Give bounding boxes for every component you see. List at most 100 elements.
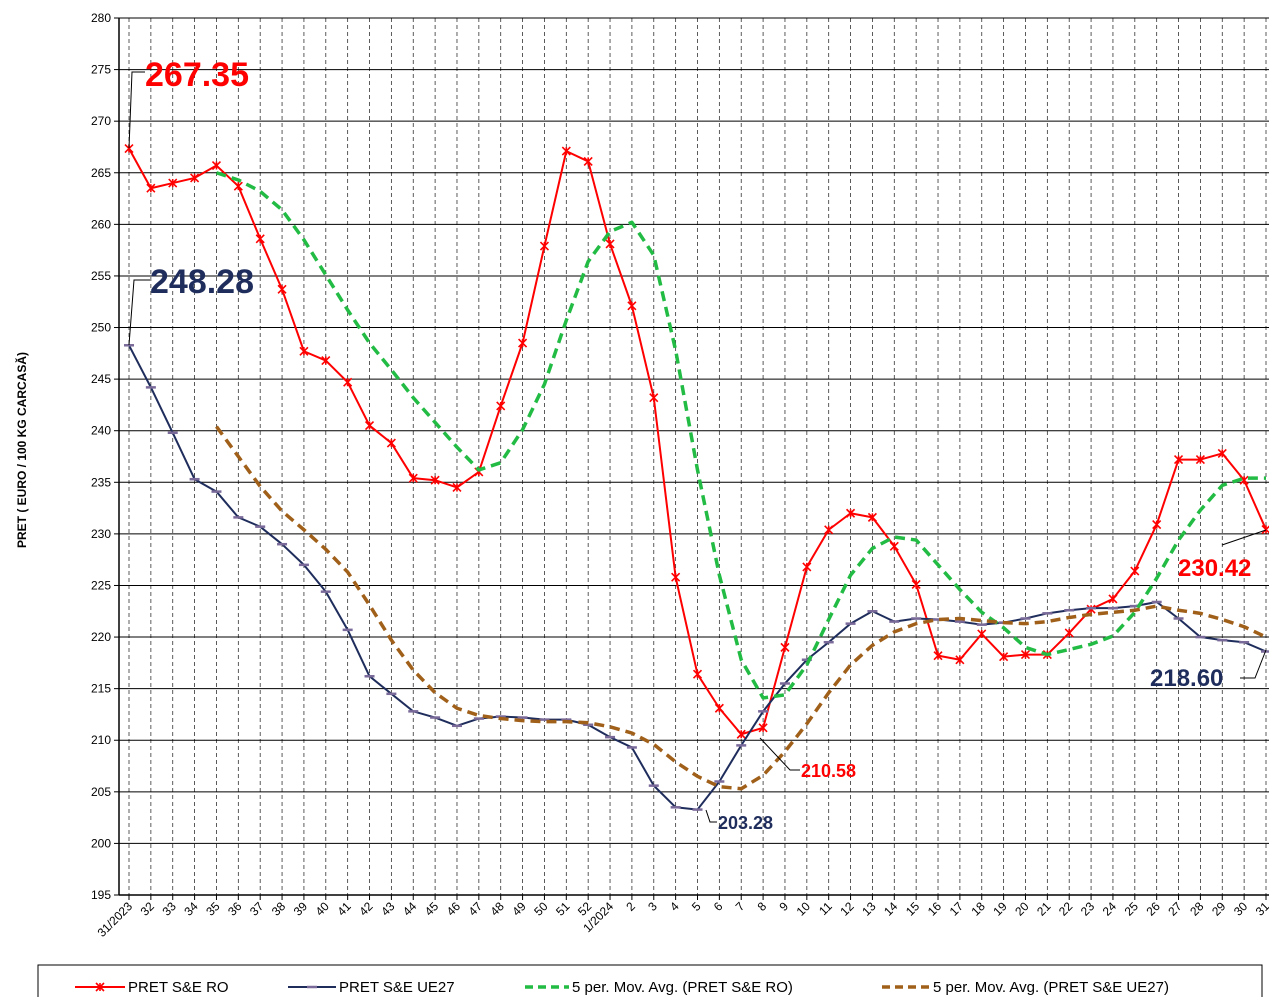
legend-label: PRET S&E RO	[128, 979, 229, 996]
x-tick-label: 6	[711, 899, 726, 914]
point-marker	[561, 146, 571, 156]
legend-marker	[95, 982, 105, 992]
point-marker	[714, 703, 724, 713]
point-marker	[824, 525, 834, 535]
x-tick-label: 2	[623, 899, 638, 914]
x-tick-label: 41	[334, 899, 354, 919]
x-tick-label: 14	[881, 899, 901, 919]
x-tick-label: 7	[733, 899, 748, 914]
x-tick-label: 25	[1122, 899, 1142, 919]
point-marker	[146, 183, 156, 193]
x-tick-label: 27	[1165, 899, 1185, 919]
point-marker	[671, 572, 681, 582]
y-tick-label: 215	[91, 682, 111, 696]
point-marker	[605, 239, 615, 249]
legend-label: 5 per. Mov. Avg. (PRET S&E UE27)	[933, 979, 1169, 996]
y-tick-label: 220	[91, 630, 111, 644]
x-tick-label: 48	[487, 899, 507, 919]
point-marker	[190, 173, 200, 183]
x-tick-label: 34	[181, 899, 201, 919]
label-leader	[705, 809, 717, 823]
data-label: 248.28	[150, 263, 254, 301]
point-marker	[802, 562, 812, 572]
x-tick-label: 43	[378, 899, 398, 919]
point-marker	[430, 475, 440, 485]
x-tick-label: 51	[553, 899, 573, 919]
point-marker	[911, 579, 921, 590]
point-marker	[211, 160, 222, 171]
point-marker	[933, 651, 943, 661]
x-tick-label: 40	[313, 899, 333, 919]
y-tick-label: 255	[91, 269, 111, 283]
x-tick-label: 50	[531, 899, 551, 919]
point-marker	[583, 156, 593, 166]
x-tick-label: 19	[990, 899, 1010, 919]
y-tick-label: 225	[91, 578, 111, 592]
point-marker	[999, 652, 1009, 662]
point-marker	[627, 301, 637, 311]
x-tick-label: 39	[291, 899, 311, 919]
y-tick-label: 205	[91, 785, 111, 799]
point-marker	[692, 669, 703, 679]
point-marker	[649, 393, 659, 403]
point-marker	[1152, 520, 1162, 530]
label-leader	[1240, 649, 1267, 679]
x-tick-label: 8	[755, 899, 770, 914]
point-marker	[277, 284, 287, 294]
point-marker	[408, 473, 418, 483]
x-tick-label: 15	[903, 899, 923, 919]
label-leader	[759, 737, 800, 771]
data-label: 230.42	[1178, 555, 1251, 582]
series-line	[215, 425, 1267, 791]
point-marker	[343, 377, 353, 387]
x-tick-label: 45	[422, 899, 442, 919]
legend-box	[37, 964, 1263, 997]
point-marker	[168, 178, 178, 188]
point-marker	[1173, 455, 1184, 465]
x-tick-label: 42	[356, 899, 376, 919]
x-tick-label: 46	[444, 899, 464, 919]
y-tick-label: 240	[91, 424, 111, 438]
point-marker	[386, 438, 396, 448]
x-tick-label: 44	[400, 899, 420, 919]
x-tick-label: 29	[1209, 899, 1229, 919]
point-marker	[736, 729, 746, 739]
label-leader	[128, 279, 150, 346]
x-tick-label: 11	[816, 899, 835, 918]
y-tick-label: 275	[91, 63, 111, 77]
x-tick-label: 38	[269, 899, 289, 919]
point-marker	[1195, 455, 1205, 465]
point-marker	[758, 723, 768, 733]
point-marker	[496, 401, 506, 411]
point-marker	[1064, 628, 1074, 638]
x-tick-label: 37	[247, 899, 267, 919]
series-line	[215, 171, 1266, 700]
point-marker	[1130, 566, 1140, 576]
x-tick-label: 18	[969, 899, 989, 919]
point-marker	[1261, 524, 1269, 535]
y-tick-label: 230	[91, 527, 111, 541]
x-tick-label: 21	[1034, 899, 1054, 919]
x-tick-label: 24	[1100, 899, 1120, 919]
y-tick-label: 195	[91, 888, 111, 902]
point-marker	[1108, 594, 1118, 604]
x-tick-label: 33	[160, 899, 180, 919]
legend-label: PRET S&E UE27	[339, 979, 455, 996]
label-leader	[1221, 529, 1267, 546]
x-tick-label: 3	[645, 899, 660, 914]
x-tick-label: 47	[466, 899, 486, 919]
y-axis-label: PRET ( EURO / 100 KG CARCASĂ)	[14, 352, 29, 548]
y-tick-label: 270	[91, 114, 111, 128]
x-tick-label: 49	[509, 899, 529, 919]
point-marker	[977, 629, 987, 639]
point-marker	[780, 642, 790, 652]
x-tick-label: 13	[859, 899, 879, 919]
x-tick-label: 30	[1231, 899, 1251, 919]
x-tick-label: 20	[1012, 899, 1032, 919]
x-tick-label: 4	[667, 899, 682, 914]
x-tick-label: 36	[225, 899, 245, 919]
data-label: 210.58	[801, 761, 856, 781]
point-marker	[867, 512, 877, 522]
point-marker	[255, 234, 265, 244]
